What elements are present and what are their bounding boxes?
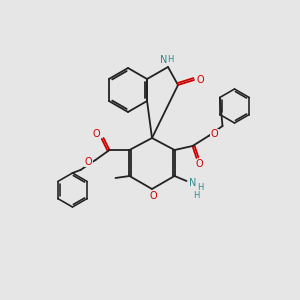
Text: O: O [196,159,203,169]
Text: N: N [160,55,168,65]
Text: O: O [149,191,157,201]
Text: N: N [189,178,196,188]
Text: O: O [211,129,218,139]
Text: H: H [197,182,204,191]
Text: O: O [85,157,92,167]
Text: H: H [167,56,173,64]
Text: O: O [196,75,204,85]
Text: O: O [93,129,100,139]
Text: H: H [193,190,200,200]
